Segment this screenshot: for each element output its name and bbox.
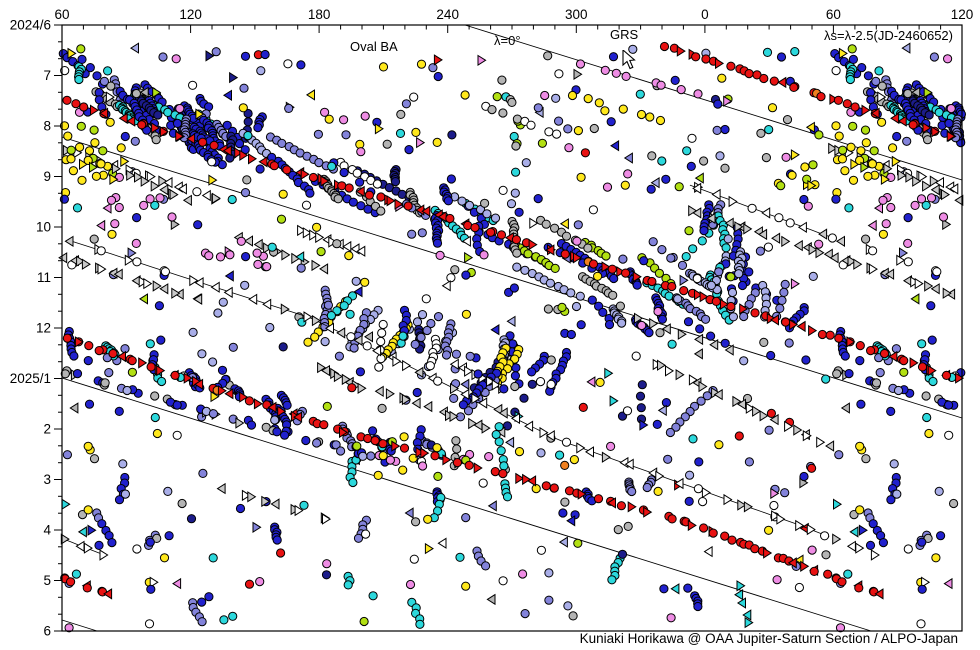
- svg-text:2024/6: 2024/6: [10, 18, 51, 33]
- svg-text:4: 4: [43, 523, 51, 538]
- svg-text:12: 12: [36, 321, 51, 336]
- svg-text:11: 11: [37, 270, 51, 285]
- svg-text:120: 120: [179, 7, 202, 22]
- svg-text:2: 2: [43, 422, 51, 437]
- svg-text:240: 240: [436, 7, 459, 22]
- annotation-formula: λs=λ-2.5(JD-2460652): [824, 28, 953, 43]
- svg-text:7: 7: [43, 68, 51, 83]
- annotation-lambda-zero: λ=0°: [494, 33, 521, 48]
- svg-text:60: 60: [826, 7, 841, 22]
- annotation-grs: GRS: [610, 27, 639, 42]
- svg-text:3: 3: [43, 472, 51, 487]
- svg-text:8: 8: [43, 119, 51, 134]
- chart-credit: Kuniaki Horikawa @ OAA Jupiter-Saturn Se…: [579, 631, 958, 646]
- svg-text:9: 9: [43, 169, 51, 184]
- svg-text:10: 10: [36, 220, 51, 235]
- svg-text:6: 6: [43, 624, 51, 639]
- svg-text:5: 5: [43, 573, 51, 588]
- mouse-cursor-icon: [622, 50, 636, 70]
- svg-text:2025/1: 2025/1: [10, 371, 51, 386]
- annotation-oval-ba: Oval BA: [350, 39, 398, 54]
- svg-text:300: 300: [565, 7, 588, 22]
- svg-text:120: 120: [951, 7, 974, 22]
- svg-text:180: 180: [308, 7, 331, 22]
- svg-text:60: 60: [54, 7, 69, 22]
- svg-text:0: 0: [701, 7, 709, 22]
